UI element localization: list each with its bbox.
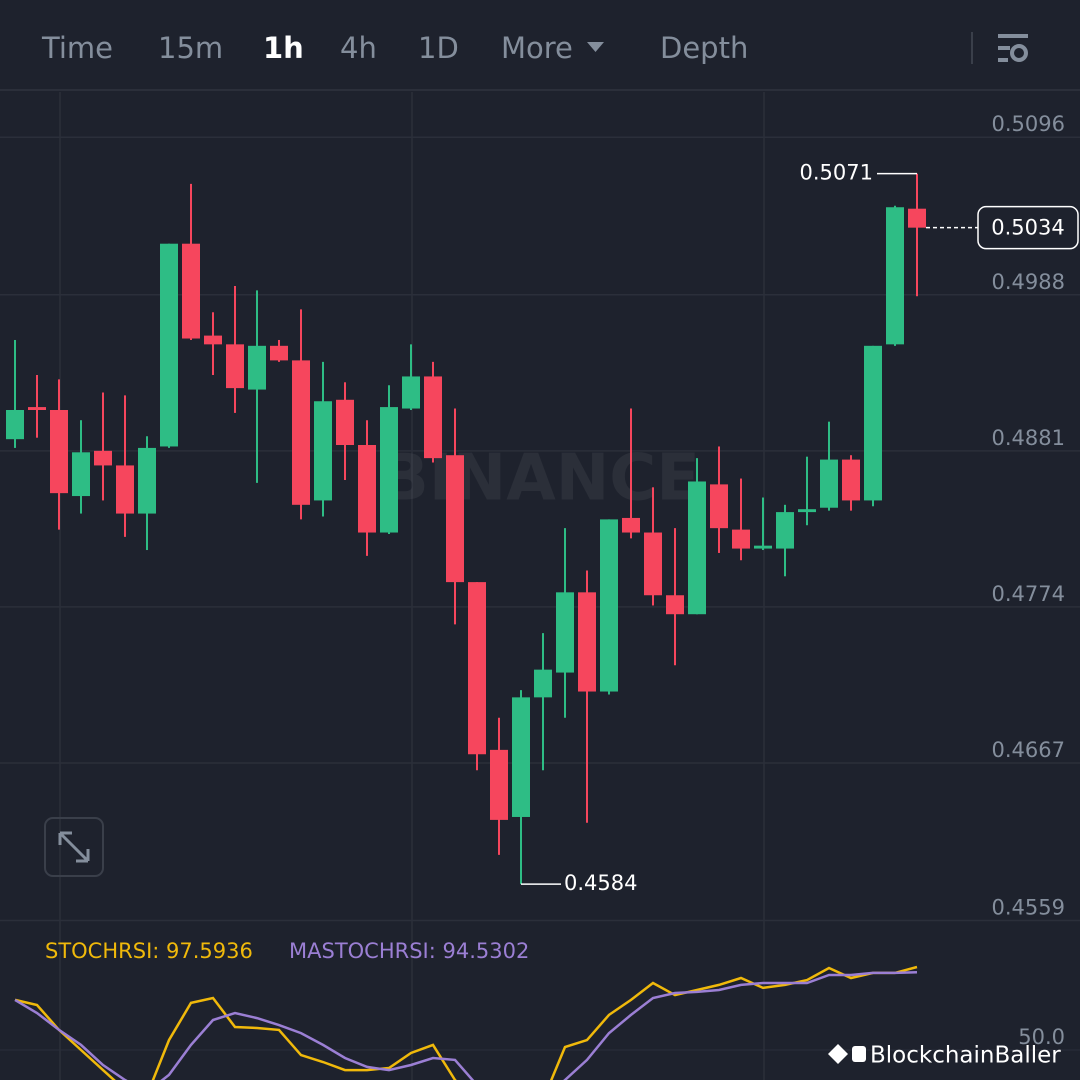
y-tick-label: 0.4774 — [992, 582, 1065, 606]
tab[interactable]: Time — [41, 31, 113, 65]
candle-body — [534, 669, 552, 698]
price-plot: BINANCE — [0, 136, 1080, 922]
tab[interactable]: More — [501, 31, 573, 65]
candle-body — [468, 582, 486, 755]
candle-body — [116, 465, 134, 514]
candle-body — [138, 447, 156, 514]
expand-button[interactable] — [44, 817, 104, 877]
overlay: 0.5096 0.4988 0.4881 0.4774 0.4667 0.4559 0.50… — [45, 112, 1079, 1049]
candle-body — [292, 360, 310, 505]
y-tick-label: 50.0 — [1018, 1025, 1065, 1049]
high-label: 0.5071 — [800, 161, 873, 185]
candle-body — [688, 481, 706, 615]
candle-body — [424, 376, 442, 459]
candle-body — [820, 459, 838, 508]
y-tick-label: 0.4559 — [992, 896, 1065, 920]
candle-body — [776, 512, 794, 549]
indicator-plot — [0, 965, 1080, 1080]
tab[interactable]: Depth — [660, 31, 748, 65]
candle-body — [336, 399, 354, 446]
y-tick-label: 0.5096 — [992, 112, 1065, 136]
candle-body — [754, 545, 772, 549]
candle-body — [842, 459, 860, 501]
credit-logo — [828, 1044, 866, 1064]
grid-verticals — [59, 92, 765, 1080]
candle-body — [380, 407, 398, 533]
credit: BlockchainBaller — [870, 1043, 1061, 1069]
candle-body — [886, 207, 904, 345]
candle-body — [908, 208, 926, 228]
candle-body — [446, 455, 464, 583]
candle-body — [578, 592, 596, 692]
candle-body — [270, 345, 288, 361]
candle-body — [402, 376, 420, 409]
low-label: 0.4584 — [564, 871, 637, 895]
indicator-line — [14, 965, 918, 1080]
candle-body — [710, 484, 728, 529]
y-tick-label: 0.4988 — [992, 270, 1065, 294]
candle-body — [72, 452, 90, 497]
indicator-line — [14, 971, 918, 1080]
tab[interactable]: 1D — [418, 31, 459, 65]
dropdown-arrow[interactable] — [587, 42, 604, 52]
tab[interactable]: 4h — [340, 31, 377, 65]
candle-body — [644, 532, 662, 596]
y-tick-label: 0.4881 — [992, 426, 1065, 450]
candle-body — [182, 243, 200, 339]
candle-body — [798, 509, 816, 513]
settings-icon[interactable] — [998, 34, 1028, 62]
candle-body — [666, 595, 684, 615]
candle-body — [50, 409, 68, 494]
last-price: 0.5034 — [991, 216, 1064, 240]
candle-body — [314, 401, 332, 501]
candle-body — [6, 409, 24, 440]
candle-body — [732, 529, 750, 549]
legend-entry: STOCHRSI: 97.5936 — [45, 939, 253, 963]
candle-body — [28, 407, 46, 410]
candle-body — [556, 592, 574, 673]
tab[interactable]: 1h — [263, 31, 304, 65]
candle-body — [204, 335, 222, 345]
candle-body — [358, 445, 376, 533]
legend-entry: MASTOCHRSI: 94.5302 — [289, 939, 529, 963]
tab[interactable]: 15m — [158, 31, 223, 65]
last-price-box — [977, 205, 1079, 250]
y-tick-label: 0.4667 — [992, 738, 1065, 762]
candle-body — [622, 517, 640, 533]
candle-body — [600, 519, 618, 692]
candle-body — [94, 450, 112, 466]
candle-body — [864, 345, 882, 501]
candle-body — [248, 345, 266, 390]
candle-body — [490, 749, 508, 820]
candle-body — [226, 344, 244, 389]
candle-body — [160, 243, 178, 447]
candle-body — [512, 697, 530, 817]
